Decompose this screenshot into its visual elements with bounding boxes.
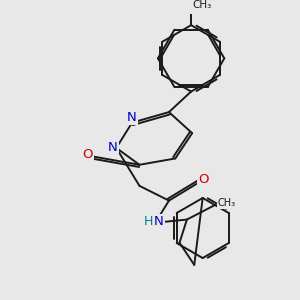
Text: N: N: [108, 141, 118, 154]
Text: N: N: [127, 111, 137, 124]
Text: CH₃: CH₃: [193, 0, 212, 10]
Text: O: O: [82, 148, 92, 161]
Text: N: N: [154, 215, 164, 228]
Text: CH₃: CH₃: [217, 198, 236, 208]
Text: H: H: [144, 215, 153, 228]
Text: O: O: [198, 173, 208, 186]
